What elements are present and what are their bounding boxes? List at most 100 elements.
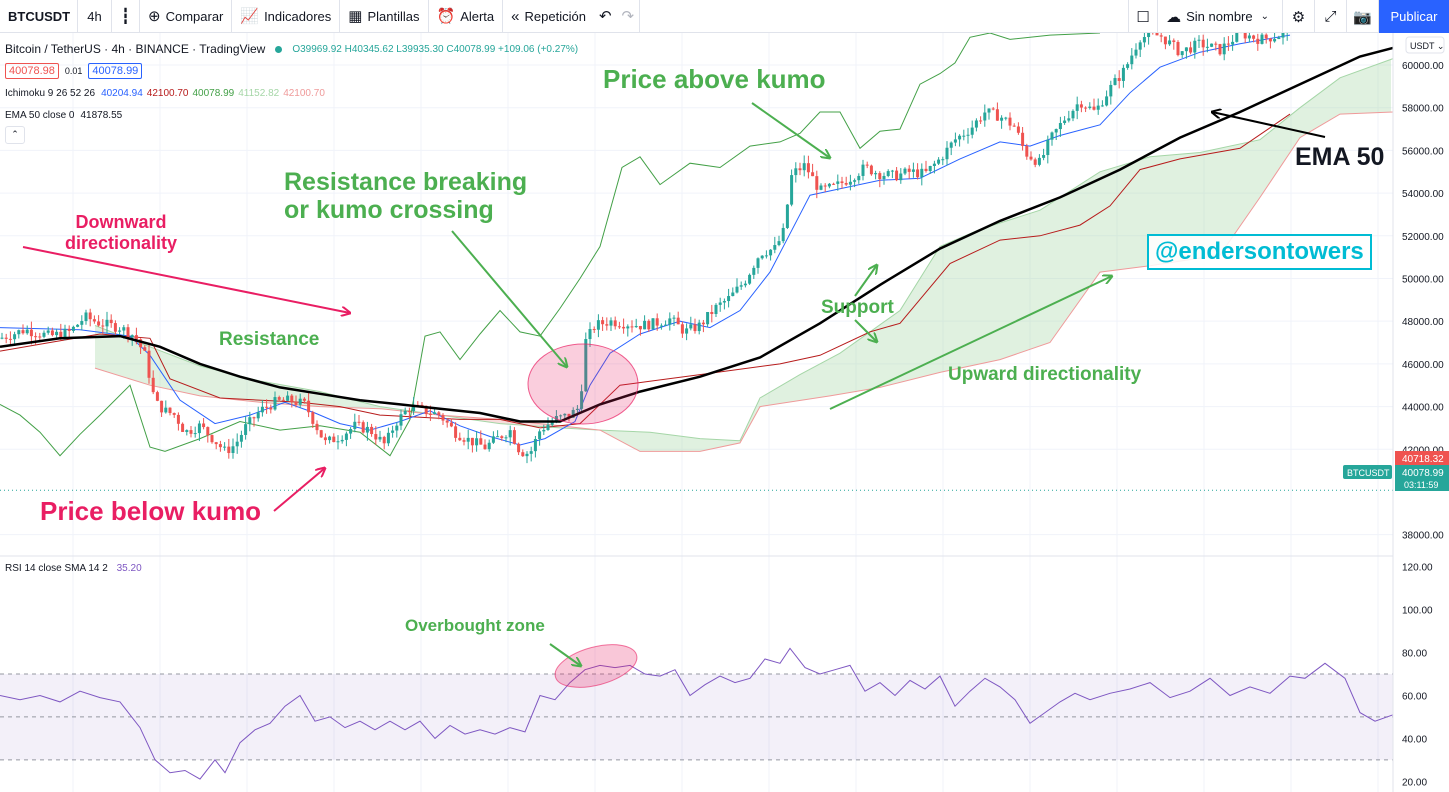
candle-up bbox=[731, 292, 735, 297]
replay-button[interactable]: «Repetición bbox=[503, 0, 594, 33]
candle-up bbox=[1067, 118, 1071, 121]
candle-up bbox=[1096, 105, 1100, 110]
candle-down bbox=[357, 421, 361, 423]
kumo-segment bbox=[651, 432, 655, 452]
camera-icon: 📷 bbox=[1353, 8, 1372, 26]
candle-down bbox=[281, 399, 285, 401]
compare-button[interactable]: ⊕ Comparar bbox=[140, 0, 233, 33]
kumo-segment bbox=[1103, 169, 1107, 272]
candle-down bbox=[676, 317, 680, 325]
chart-style-button[interactable]: ┇ bbox=[112, 0, 140, 33]
kumo-segment bbox=[1343, 75, 1347, 114]
candle-up bbox=[122, 327, 126, 331]
candle-down bbox=[113, 323, 117, 332]
candle-down bbox=[445, 420, 449, 423]
kumo-segment bbox=[1315, 93, 1319, 129]
candle-up bbox=[1142, 37, 1146, 43]
candle-up bbox=[874, 173, 878, 175]
alert-button[interactable]: ⏰ Alerta bbox=[429, 0, 504, 33]
snapshot-button[interactable]: 📷 bbox=[1347, 0, 1379, 33]
currency-dropdown[interactable] bbox=[1405, 36, 1445, 54]
candle-down bbox=[370, 426, 374, 435]
rsi-legend[interactable]: RSI 14 close SMA 14 2 35.20 bbox=[5, 563, 142, 574]
kumo-segment bbox=[235, 374, 239, 401]
kumo-segment bbox=[211, 368, 215, 398]
candle-up bbox=[672, 317, 676, 319]
candle-down bbox=[500, 436, 504, 439]
bid-box[interactable]: 40078.98 bbox=[5, 63, 59, 79]
kumo-segment bbox=[115, 333, 119, 376]
indicators-button[interactable]: 📈 Indicadores bbox=[232, 0, 341, 33]
kumo-segment bbox=[1143, 157, 1147, 267]
kumo-segment bbox=[347, 398, 351, 408]
candle-down bbox=[638, 326, 642, 330]
ichimoku-legend-row[interactable]: Ichimoku 9 26 52 26 40204.94 42100.70 40… bbox=[5, 82, 578, 104]
candle-down bbox=[290, 395, 294, 402]
candles-icon: ┇ bbox=[120, 8, 131, 25]
kumo-segment bbox=[359, 401, 363, 409]
candle-up bbox=[588, 329, 592, 340]
candle-down bbox=[38, 336, 42, 338]
candle-down bbox=[798, 168, 802, 171]
fullscreen-button[interactable]: ⤢ bbox=[1315, 0, 1347, 33]
fullscreen-layout-button[interactable]: ☐ bbox=[1128, 0, 1159, 33]
kumo-segment bbox=[859, 336, 863, 391]
interval-button[interactable]: 4h bbox=[78, 0, 112, 33]
rsi-line bbox=[0, 647, 1394, 780]
resistance-breaking-label: Resistance breaking or kumo crossing bbox=[284, 168, 528, 224]
candle-up bbox=[1231, 41, 1235, 45]
settings-button[interactable]: ⚙ bbox=[1283, 0, 1315, 33]
kumo-segment bbox=[495, 419, 499, 424]
handle-label: @endersontowers bbox=[1147, 234, 1372, 270]
candle-up bbox=[256, 412, 260, 419]
candle-up bbox=[932, 163, 936, 166]
candle-down bbox=[995, 109, 999, 121]
ichimoku-chikou-value: 40078.99 bbox=[192, 87, 235, 99]
kumo-segment bbox=[1339, 76, 1343, 115]
chart-svg[interactable]: USDT ⌄ 60000.00 58000.00 56000.00 54000.00 52… bbox=[0, 33, 1449, 792]
kumo-segment bbox=[1059, 195, 1063, 330]
candle-up bbox=[273, 397, 277, 410]
undo-button[interactable]: ↶ bbox=[594, 0, 617, 33]
redo-button[interactable]: ↷ bbox=[617, 0, 641, 33]
candle-up bbox=[966, 134, 970, 136]
candle-up bbox=[970, 127, 974, 135]
kumo-segment bbox=[619, 430, 623, 443]
symbol-search-button[interactable]: BTCUSDT bbox=[0, 0, 78, 33]
publish-button[interactable]: Publicar bbox=[1379, 0, 1449, 33]
candle-down bbox=[1021, 132, 1025, 146]
candle-up bbox=[739, 285, 743, 287]
price-tick-label: 50000.00 bbox=[1402, 274, 1444, 285]
candle-up bbox=[1197, 39, 1201, 41]
templates-button[interactable]: ▦ Plantillas bbox=[340, 0, 429, 33]
candle-down bbox=[470, 437, 474, 446]
kumo-segment bbox=[851, 342, 855, 393]
kumo-segment bbox=[639, 431, 643, 452]
candle-up bbox=[794, 168, 798, 176]
candle-down bbox=[88, 312, 92, 320]
candle-up bbox=[1193, 40, 1197, 53]
kumo-segment bbox=[215, 369, 219, 398]
kumo-segment bbox=[679, 435, 683, 452]
ema-legend-row[interactable]: EMA 50 close 0 41878.55 bbox=[5, 104, 578, 126]
collapse-legend-button[interactable]: ⌃ bbox=[5, 126, 25, 144]
candle-down bbox=[92, 319, 96, 322]
candle-up bbox=[185, 430, 189, 432]
kumo-segment bbox=[1291, 111, 1295, 152]
candle-down bbox=[269, 407, 273, 410]
kumo-segment bbox=[875, 325, 879, 389]
kumo-segment bbox=[1287, 114, 1291, 158]
ask-box[interactable]: 40078.99 bbox=[88, 63, 143, 79]
candle-up bbox=[848, 181, 852, 185]
candle-down bbox=[139, 339, 143, 348]
candle-up bbox=[760, 255, 764, 259]
price-below-label: Price below kumo bbox=[40, 496, 262, 526]
candle-up bbox=[344, 433, 348, 440]
price-above-label: Price above kumo bbox=[603, 64, 826, 94]
kumo-segment bbox=[243, 376, 247, 401]
kumo-segment bbox=[1311, 96, 1315, 132]
kumo-segment bbox=[839, 351, 843, 395]
candle-up bbox=[1281, 33, 1285, 38]
layout-name-button[interactable]: ☁ Sin nombre ⌄ bbox=[1158, 0, 1283, 33]
kumo-segment bbox=[1199, 151, 1203, 259]
